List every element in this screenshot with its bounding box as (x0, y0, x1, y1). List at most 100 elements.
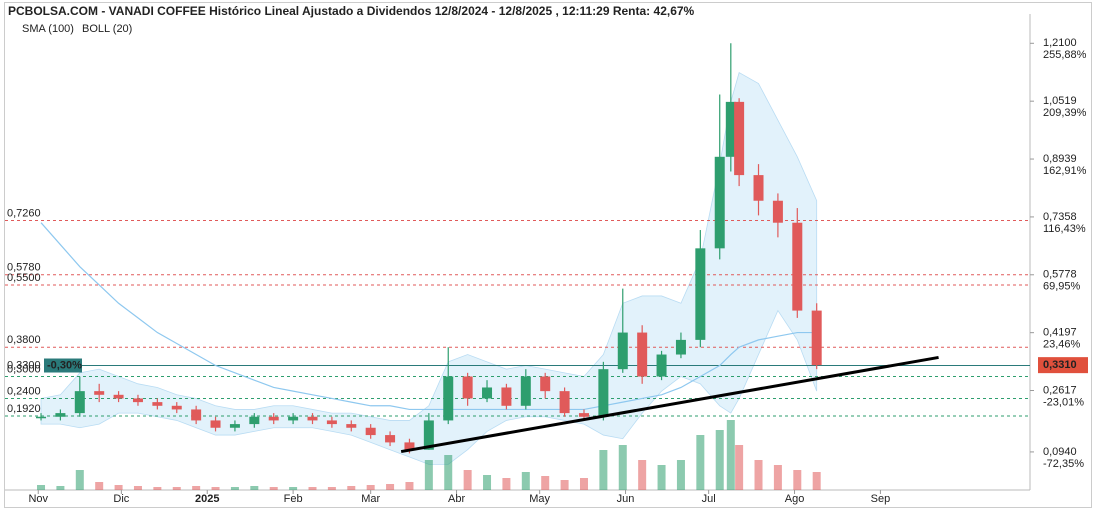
candle-body (811, 310, 822, 366)
volume-bar (405, 482, 414, 490)
level-label: 0,3800 (7, 334, 41, 346)
y-tick-change: 162,91% (1043, 165, 1087, 177)
y-tick-label: 0,5778 (1043, 269, 1077, 281)
volume-bar (726, 420, 735, 490)
y-tick-change: 69,95% (1043, 281, 1081, 293)
last-price-label: 0,3310 (1043, 359, 1077, 371)
y-tick-change: -23,01% (1043, 396, 1084, 408)
volume-bar (211, 487, 220, 490)
level-label: 0,7260 (7, 207, 41, 219)
candle-body (501, 387, 512, 406)
volume-bar (289, 487, 298, 490)
candle-body (210, 420, 221, 428)
volume-bar (676, 460, 685, 490)
volume-bar (133, 486, 142, 490)
candle-body (675, 339, 686, 355)
candle-body (346, 424, 357, 428)
chart-title: PCBOLSA.COM - VANADI COFFEE Histórico Li… (8, 4, 695, 18)
candle-body (578, 413, 589, 417)
candle-body (725, 101, 736, 157)
candle-body (152, 402, 163, 406)
volume-bar (308, 487, 317, 490)
candle-body (617, 332, 628, 370)
candle-body (268, 416, 279, 421)
candle-body (113, 394, 124, 399)
x-tick-label: Dic (113, 493, 129, 505)
volume-bar (696, 435, 705, 490)
x-tick-label: 2025 (195, 493, 219, 505)
candle-body (404, 442, 415, 450)
candle-body (792, 222, 803, 311)
level-label: 0,5500 (7, 272, 41, 284)
y-tick-change: -72,35% (1043, 458, 1084, 470)
candle-body (385, 435, 396, 443)
candle-body (229, 424, 240, 428)
y-tick-change: 23,46% (1043, 339, 1081, 351)
volume-bar (793, 470, 802, 490)
volume-bar (735, 445, 744, 490)
candle-body (36, 416, 47, 419)
volume-bar (153, 487, 162, 490)
volume-bar (56, 486, 65, 490)
candle-body (598, 369, 609, 417)
volume-bar (579, 478, 588, 490)
x-tick-label: Sep (871, 493, 891, 505)
trend-line (400, 355, 939, 454)
level-label: 0,2400 (7, 385, 41, 397)
volume-bar (424, 460, 433, 490)
candle-body (734, 101, 745, 176)
volume-bar (521, 472, 530, 490)
legend-entry: BOLL (20) (82, 23, 132, 35)
level-label: 0,5780 (7, 262, 41, 274)
volume-bar (618, 445, 627, 490)
y-tick-change: 116,43% (1043, 223, 1086, 235)
volume-bar (657, 465, 666, 490)
y-tick-label: 1,0519 (1043, 95, 1077, 107)
candle-body (482, 387, 493, 399)
candle-body (365, 427, 376, 436)
candle-body (249, 416, 260, 425)
y-tick-label: 0,8939 (1043, 153, 1077, 165)
candle-body (132, 398, 143, 403)
volume-bar (715, 430, 724, 490)
sma-line (40, 222, 817, 411)
candle-body (171, 405, 182, 410)
volume-bar (386, 484, 395, 490)
volume-bar (347, 486, 356, 490)
x-tick-label: Mar (361, 493, 380, 505)
last-price-bg (1038, 357, 1088, 374)
legend-entry: SMA (100) (22, 23, 74, 35)
candle-body (772, 200, 783, 223)
candle-body (74, 391, 85, 414)
volume-bar (560, 480, 569, 490)
y-tick-label: 0,7358 (1043, 211, 1077, 223)
y-tick-label: 1,2100 (1043, 37, 1077, 49)
level-label: 0,3000 (7, 363, 41, 375)
level-label: 0,1920 (7, 403, 41, 415)
volume-bar (114, 485, 123, 490)
y-tick-label: 0,0940 (1043, 446, 1077, 458)
candle-body (423, 420, 434, 450)
candle-body (462, 376, 473, 399)
volume-bar (327, 487, 336, 490)
volume-bar (502, 478, 511, 490)
volume-bar (230, 487, 239, 490)
x-tick-label: Ago (785, 493, 805, 505)
y-tick-change: 209,39% (1043, 107, 1087, 119)
candle-body (656, 354, 667, 377)
candle-body (94, 391, 105, 395)
volume-bar (95, 482, 104, 490)
candle-body (637, 332, 648, 377)
candle-body (520, 376, 531, 406)
candle-body (326, 420, 337, 425)
candle-body (559, 391, 570, 414)
volume-bar (444, 455, 453, 490)
x-tick-label: Jun (617, 493, 635, 505)
volume-bar (773, 465, 782, 490)
candle-body (753, 175, 764, 201)
candle-body (307, 416, 318, 421)
volume-bar (172, 487, 181, 490)
volume-bar (463, 470, 472, 490)
volume-bar (599, 450, 608, 490)
